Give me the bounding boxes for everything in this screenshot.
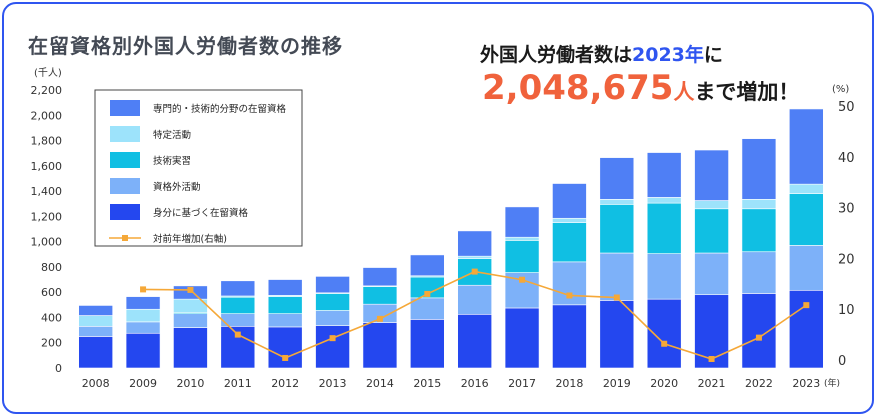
headline-prefix: 外国人労働者数は — [480, 44, 633, 66]
chart-title: 在留資格別外国人労働者数の推移 — [28, 34, 343, 58]
headline-line2: 2,048,675人まで増加！ — [482, 68, 799, 108]
headline-suffix: に — [703, 44, 723, 66]
headline-year: 2023年 — [632, 44, 704, 66]
chart-card — [2, 2, 874, 414]
headline-count-unit: 人 — [673, 80, 695, 104]
headline-line2-suffix: まで増加！ — [694, 80, 800, 104]
headline-count: 2,048,675 — [482, 68, 674, 108]
headline-line1: 外国人労働者数は2023年に — [480, 40, 723, 67]
